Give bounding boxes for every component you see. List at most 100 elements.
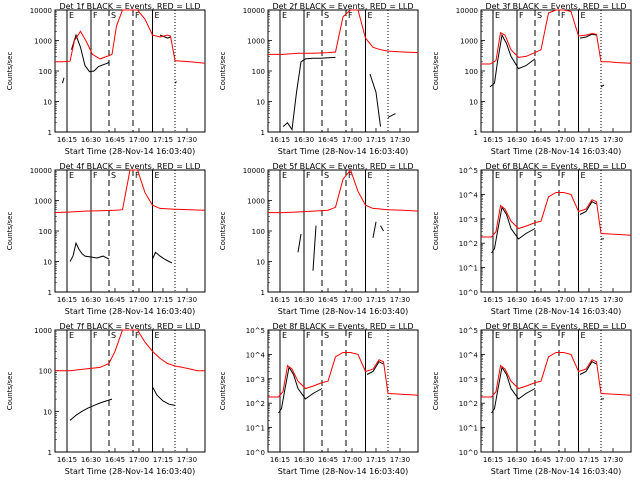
y-tick-label: 1 — [261, 129, 265, 137]
events-series-line — [579, 33, 597, 39]
plot-frame — [480, 9, 632, 133]
plot-frame — [267, 169, 419, 293]
y-tick-label: 10^2 — [246, 400, 265, 408]
x-tick-label: 17:15 — [579, 296, 599, 304]
x-tick-label: 16:30 — [294, 296, 314, 304]
chart-panel: Det 5f BLACK = Events, RED = LLD Counts/s… — [219, 162, 419, 316]
x-tick-label: 17:30 — [603, 296, 623, 304]
plot-frame — [54, 9, 206, 133]
time-marker-label: E — [155, 171, 160, 180]
time-marker-label: E — [155, 11, 160, 20]
lld-series-line — [268, 9, 419, 55]
y-tick-label: 100 — [252, 68, 265, 76]
events-series-line — [491, 365, 536, 414]
y-tick-label: 1 — [48, 129, 52, 137]
time-marker-label: E — [581, 331, 586, 340]
chart-panel: Det 7f BLACK = Events, RED = LLD Counts/s… — [6, 322, 206, 476]
lld-series-line — [481, 352, 632, 398]
y-axis-label: Counts/sec — [6, 52, 14, 91]
events-series-line — [489, 33, 536, 88]
lld-series-line — [481, 192, 632, 238]
y-axis-label: Counts/sec — [219, 52, 227, 91]
y-tick-label: 10^0 — [459, 289, 478, 297]
y-tick-label: 1 — [48, 449, 52, 457]
time-marker-label: E — [69, 171, 74, 180]
time-marker-label: E — [282, 171, 287, 180]
events-series-line — [71, 33, 110, 73]
y-tick-label: 10 — [469, 99, 478, 107]
events-series-line — [491, 205, 536, 254]
events-series-line — [152, 386, 176, 406]
x-tick-label: 17:30 — [603, 456, 623, 464]
y-tick-label: 10^4 — [246, 351, 266, 359]
x-tick-label: 17:30 — [390, 136, 410, 144]
x-axis-label: Start Time (28-Nov-14 16:03:40) — [491, 467, 621, 476]
time-marker-label: S — [111, 331, 116, 340]
time-marker-label: S — [537, 331, 542, 340]
chart-title: Det 5f BLACK = Events, RED = LLD — [272, 162, 413, 171]
events-series-line — [69, 241, 110, 262]
events-series-line — [62, 77, 65, 84]
events-series-line — [600, 84, 605, 88]
events-series-line — [579, 361, 597, 375]
time-marker-label: E — [368, 11, 373, 20]
y-tick-label: 10^1 — [459, 265, 478, 273]
y-tick-label: 10^3 — [246, 376, 265, 384]
x-tick-label: 17:00 — [555, 296, 575, 304]
events-series-line — [366, 361, 384, 375]
x-tick-label: 17:30 — [177, 456, 197, 464]
chart-title: Det 4f BLACK = Events, RED = LLD — [59, 162, 200, 171]
x-tick-label: 17:00 — [129, 456, 149, 464]
y-tick-label: 10^4 — [459, 351, 479, 359]
x-tick-label: 16:30 — [294, 136, 314, 144]
x-tick-label: 16:45 — [531, 136, 551, 144]
lld-series-line — [55, 9, 206, 64]
time-marker-label: F — [93, 331, 98, 340]
y-axis-label: Counts/sec — [6, 212, 14, 251]
lld-series-line — [54, 169, 206, 214]
x-axis-label: Start Time (28-Nov-14 16:03:40) — [65, 467, 195, 476]
y-axis-label: Counts/sec — [432, 212, 440, 251]
y-tick-label: 10 — [256, 259, 265, 267]
time-marker-label: F — [348, 11, 353, 20]
y-tick-label: 10^4 — [459, 191, 479, 199]
time-marker-label: E — [282, 331, 287, 340]
time-marker-label: F — [135, 331, 140, 340]
time-marker-label: E — [581, 171, 586, 180]
time-marker-label: E — [155, 331, 160, 340]
time-marker-label: F — [561, 331, 566, 340]
x-tick-label: 16:30 — [81, 136, 101, 144]
time-marker-label: F — [348, 171, 353, 180]
x-tick-label: 17:00 — [555, 456, 575, 464]
lld-series-line — [481, 9, 632, 65]
x-tick-label: 16:15 — [483, 136, 503, 144]
y-tick-label: 10^5 — [459, 327, 478, 335]
y-axis-label: Counts/sec — [219, 372, 227, 411]
chart-title: Det 9f BLACK = Events, RED = LLD — [485, 322, 626, 331]
time-marker-label: F — [561, 11, 566, 20]
y-axis-label: Counts/sec — [432, 372, 440, 411]
x-tick-label: 17:15 — [366, 136, 386, 144]
x-tick-label: 17:15 — [153, 456, 173, 464]
time-marker-label: S — [537, 171, 542, 180]
x-tick-label: 17:15 — [579, 456, 599, 464]
x-tick-label: 17:15 — [366, 296, 386, 304]
events-series-line — [579, 201, 597, 215]
x-tick-label: 17:15 — [153, 296, 173, 304]
x-tick-label: 17:30 — [177, 136, 197, 144]
y-tick-label: 100 — [465, 68, 478, 76]
time-marker-label: E — [69, 331, 74, 340]
chart-title: Det 2f BLACK = Events, RED = LLD — [272, 2, 413, 11]
x-tick-label: 16:30 — [294, 456, 314, 464]
x-tick-label: 16:30 — [507, 456, 527, 464]
chart-title: Det 7f BLACK = Events, RED = LLD — [59, 322, 200, 331]
x-tick-label: 17:30 — [177, 296, 197, 304]
time-marker-label: S — [324, 11, 329, 20]
y-tick-label: 10 — [43, 408, 52, 416]
y-tick-label: 10^5 — [459, 167, 478, 175]
time-marker-label: E — [282, 11, 287, 20]
y-axis-label: Counts/sec — [432, 52, 440, 91]
events-series-line — [69, 398, 113, 421]
chart-panel: Det 1f BLACK = Events, RED = LLD Counts/s… — [6, 2, 206, 156]
y-tick-label: 10^0 — [246, 449, 265, 457]
